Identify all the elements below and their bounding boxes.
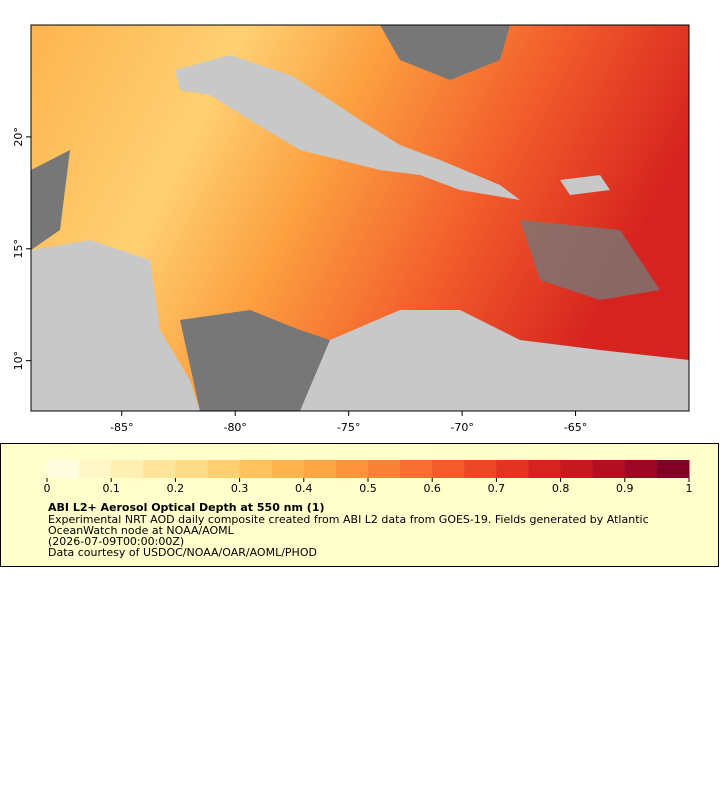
colorbar-tick-label: 1 (686, 482, 693, 495)
colorbar-tick-label: 0.3 (231, 482, 249, 495)
caption-line: OceanWatch node at NOAA/AOML (48, 524, 235, 537)
colorbar-swatch (303, 460, 337, 478)
y-tick-label: 15° (12, 239, 25, 259)
colorbar-swatch (496, 460, 529, 478)
x-tick-label: -65° (564, 421, 587, 434)
colorbar-tick-label: 0.2 (167, 482, 185, 495)
caption-line: Data courtesy of USDOC/NOAA/OAR/AOML/PHO… (48, 546, 317, 559)
map-raster (30, 24, 690, 412)
x-tick-label: -75° (337, 421, 360, 434)
colorbar-tick-label: 0 (44, 482, 51, 495)
colorbar-swatch (239, 460, 273, 478)
colorbar-swatch (400, 460, 433, 478)
colorbar-swatch (432, 460, 465, 478)
colorbar-swatch (592, 460, 626, 478)
colorbar-swatch (528, 460, 562, 478)
land (31, 240, 200, 411)
colorbar-tick-label: 0.6 (423, 482, 441, 495)
land (300, 310, 689, 411)
legend-title: ABI L2+ Aerosol Optical Depth at 550 nm … (48, 501, 325, 514)
y-tick-label: 10° (12, 351, 25, 371)
x-tick-label: -70° (450, 421, 473, 434)
x-tick-label: -80° (223, 421, 246, 434)
colorbar-swatch (656, 460, 690, 478)
colorbar-tick-label: 0.8 (552, 482, 570, 495)
caption-line: Experimental NRT AOD daily composite cre… (48, 513, 649, 526)
x-tick-label: -85° (110, 421, 133, 434)
colorbar-tick-label: 0.9 (616, 482, 634, 495)
colorbar-swatch (560, 460, 594, 478)
no-data (380, 25, 510, 80)
colorbar-tick-label: 0.5 (359, 482, 377, 495)
no-data (31, 150, 70, 250)
colorbar-swatch (79, 460, 112, 478)
colorbar-tick-label: 0.4 (295, 482, 313, 495)
no-data (180, 310, 330, 411)
no-data (520, 220, 660, 300)
colorbar-swatch (464, 460, 497, 478)
map-frame (30, 24, 690, 412)
colorbar-swatch (111, 460, 144, 478)
colorbar-tick-label: 0.7 (488, 482, 506, 495)
colorbar-swatch (624, 460, 658, 478)
colorbar-swatch (207, 460, 241, 478)
colorbar-tick-label: 0.1 (102, 482, 120, 495)
colorbar-swatch (335, 460, 369, 478)
caption-line: (2026-07-09T00:00:00Z) (48, 535, 184, 548)
y-tick-label: 20° (12, 127, 25, 147)
colorbar-swatch (271, 460, 305, 478)
colorbar-swatch (368, 460, 401, 478)
land (175, 55, 520, 200)
colorbar-swatch (47, 460, 80, 478)
colorbar-swatch (175, 460, 208, 478)
land (560, 175, 610, 195)
colorbar-swatch (143, 460, 176, 478)
